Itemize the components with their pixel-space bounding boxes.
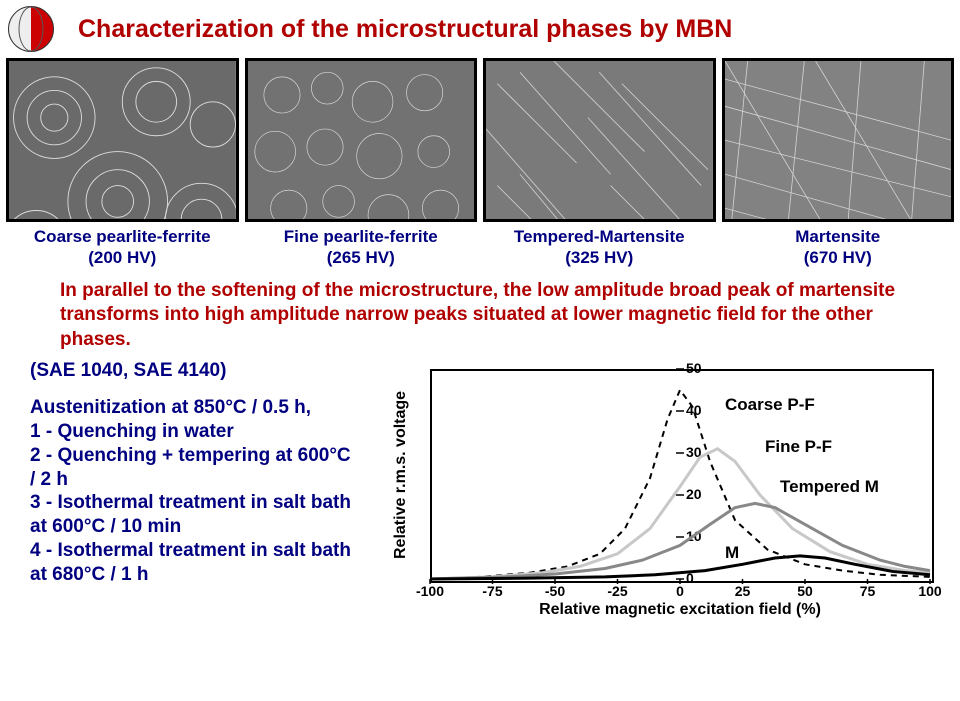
sae-line: (SAE 1040, SAE 4140)	[30, 359, 360, 383]
micrograph-coarse-pf	[6, 58, 239, 222]
page-title: Characterization of the microstructural …	[78, 15, 732, 44]
treatments-text: Austenitization at 850°C / 0.5 h,1 - Que…	[30, 396, 360, 586]
caption-hv: (325 HV)	[565, 248, 633, 267]
caption-row: Coarse pearlite-ferrite (200 HV) Fine pe…	[0, 226, 960, 269]
mbn-chart: Relative r.m.s. voltageRelative magnetic…	[370, 359, 950, 587]
caption-text: Coarse pearlite-ferrite	[34, 227, 211, 246]
caption-text: Martensite	[795, 227, 880, 246]
caption-coarse-pf: Coarse pearlite-ferrite (200 HV)	[6, 226, 239, 269]
micrograph-fine-pf	[245, 58, 478, 222]
caption-hv: (670 HV)	[804, 248, 872, 267]
micrograph-tempered-m	[483, 58, 716, 222]
description-paragraph: In parallel to the softening of the micr…	[0, 269, 960, 359]
logo-icon	[8, 6, 54, 52]
caption-tempered-m: Tempered-Martensite (325 HV)	[483, 226, 716, 269]
caption-hv: (265 HV)	[327, 248, 395, 267]
micrograph-row	[0, 54, 960, 226]
treatments-column: (SAE 1040, SAE 4140) Austenitization at …	[30, 359, 370, 587]
caption-text: Fine pearlite-ferrite	[284, 227, 438, 246]
caption-hv: (200 HV)	[88, 248, 156, 267]
caption-martensite: Martensite (670 HV)	[722, 226, 955, 269]
chart-xlabel: Relative magnetic excitation field (%)	[430, 601, 930, 619]
caption-fine-pf: Fine pearlite-ferrite (265 HV)	[245, 226, 478, 269]
caption-text: Tempered-Martensite	[514, 227, 685, 246]
micrograph-martensite	[722, 58, 955, 222]
